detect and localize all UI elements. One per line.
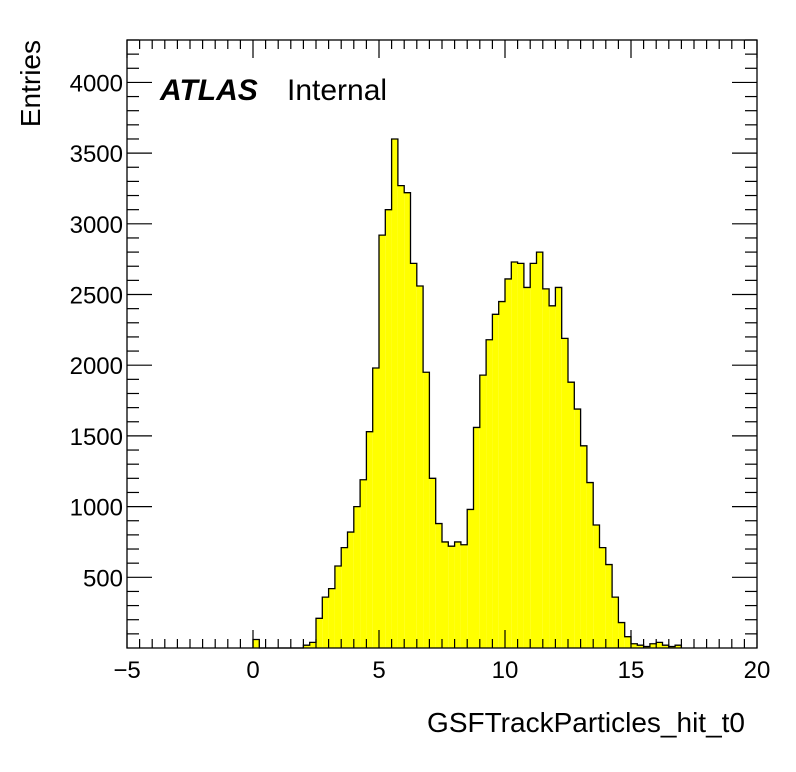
x-tick-label: 0 [246,657,259,684]
histogram-bar [643,646,650,648]
histogram-bar [593,524,600,648]
histogram-bar [574,409,581,648]
x-tick-label: −5 [113,657,140,684]
y-tick-label: 4000 [70,70,123,97]
y-tick-label: 1000 [70,495,123,522]
histogram-bar [542,288,550,648]
axis-ticks [126,39,758,648]
histogram-bar [486,339,493,648]
y-tick-label: 2500 [70,283,123,310]
histogram-bar [637,645,644,648]
histogram-bar [599,547,606,648]
histogram-bar [505,278,512,648]
histogram-bar [605,564,613,648]
histogram-bar [530,263,537,648]
histogram-bar [328,588,335,648]
histogram-bar [423,372,430,648]
histogram-bar [366,431,373,648]
histogram-bar [253,639,260,648]
histogram-bar [649,643,657,648]
x-tick-label: 20 [744,657,771,684]
histogram-bar [561,338,568,648]
histogram-bar [498,301,505,648]
histogram-bar [379,235,386,648]
x-axis-title: GSFTrackParticles_hit_t0 [427,707,745,738]
histogram-bar [517,263,524,648]
histogram-bar [435,523,442,648]
x-tick-label: 10 [492,657,519,684]
histogram-bar [568,382,575,648]
atlas-status-label: Internal [287,74,387,107]
y-tick-label: 3500 [70,141,123,168]
histogram-bar [586,482,594,648]
y-tick-labels: 500 1000 1500 2000 2500 3000 3500 4000 [70,70,123,592]
histogram-bar [580,445,587,648]
histogram-bar [460,544,468,648]
x-tick-label: 5 [372,657,385,684]
histogram-bar [448,546,455,648]
histogram-bar [391,138,398,648]
histogram-bar [341,547,348,648]
histogram-bars [253,138,682,648]
histogram-bar [631,643,638,648]
histogram-bar [668,646,676,648]
histogram-bar [429,478,436,648]
histogram-outline [252,138,683,649]
histogram-bar [454,541,461,648]
histogram-bar [397,185,405,648]
histogram-bar [442,541,449,648]
y-tick-label: 2000 [70,353,123,380]
histogram-bar [303,645,310,648]
histogram-bar [473,427,480,648]
histogram-bar [404,192,411,648]
histogram-bar [334,565,342,648]
x-tick-label: 15 [618,657,645,684]
histogram-bar [410,263,417,648]
histogram-bar [385,209,392,648]
histogram-bar [353,506,361,648]
histogram-bar [549,305,556,648]
histogram-bar [467,509,474,648]
y-tick-label: 1500 [70,424,123,451]
histogram-bar [662,645,669,648]
histogram-bar [372,368,379,648]
histogram-bar [612,597,619,648]
histogram-bar [624,636,631,648]
histogram-bar [479,375,487,648]
x-tick-labels: −5 0 5 10 15 20 [113,657,770,684]
y-axis-title: Entries [15,40,46,127]
y-tick-label: 3000 [70,212,123,239]
histogram-bar [347,532,354,648]
histogram-bar [322,597,329,648]
histogram-bar [618,622,625,648]
histogram-bar [416,286,424,648]
histogram-bar [309,642,316,648]
histogram-bar [492,314,499,648]
histogram-bar [316,618,323,648]
y-tick-label: 500 [83,565,123,592]
histogram-bar [523,287,531,648]
histogram-bar [555,287,562,648]
histogram-bar [675,645,682,648]
atlas-label: ATLAS [159,74,258,107]
histogram-bar [511,261,518,648]
histogram-bar [656,642,663,648]
histogram-bar [536,252,543,648]
histogram-bar [360,479,367,648]
